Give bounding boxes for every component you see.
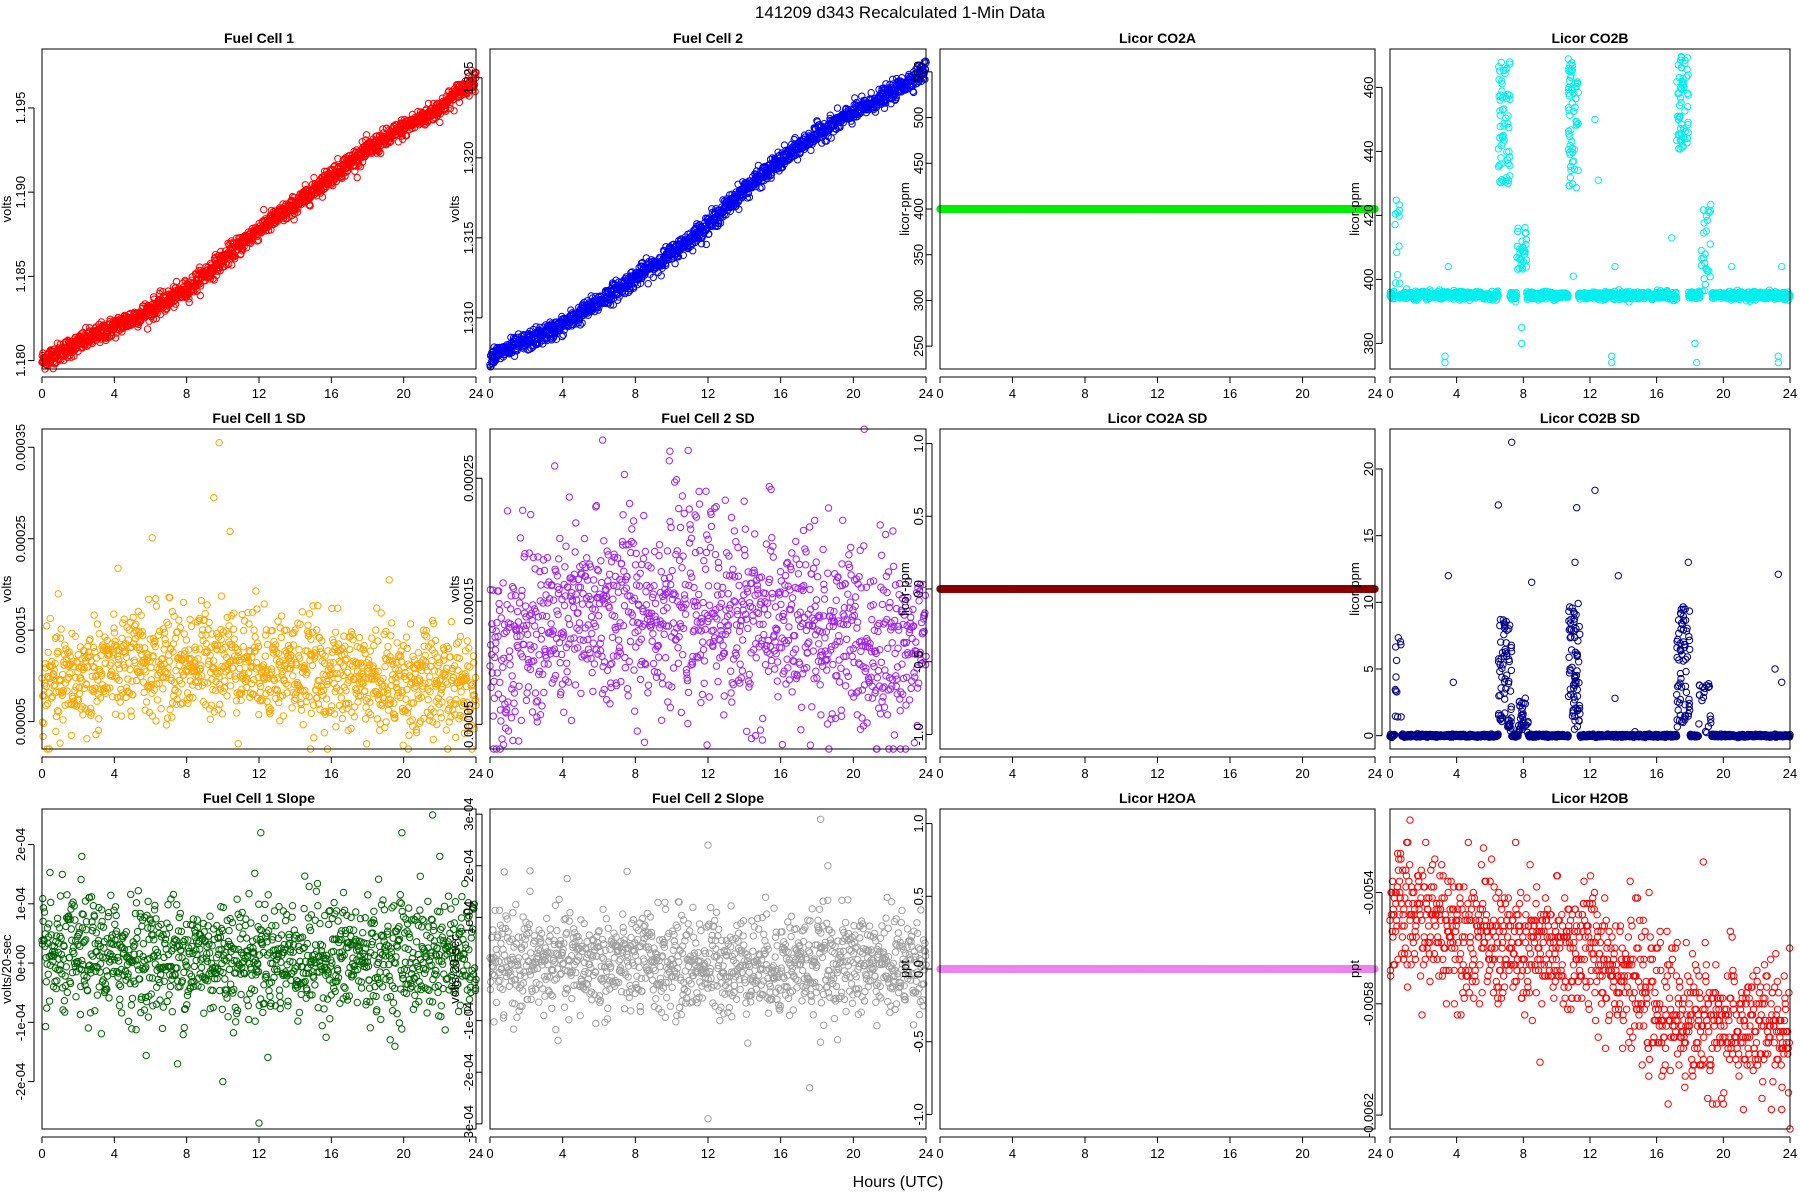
x-tick-label: 20 [846,386,860,401]
x-tick-label: 8 [632,386,639,401]
y-tick-label: 400 [911,198,926,220]
data-points [38,66,480,373]
y-tick-label: 1.325 [461,62,476,95]
data-point [185,295,193,303]
x-tick-label: 12 [701,386,715,401]
y-tick-label: 1.195 [13,92,28,125]
y-tick-label: 250 [911,335,926,357]
data-point [152,314,161,323]
x-tick-label: 24 [1368,386,1382,401]
y-axis-label: volts [447,195,462,222]
y-tick-label: 550 [911,61,926,83]
x-tick-label: 24 [919,386,933,401]
x-tick-label: 24 [469,386,483,401]
data-point [185,298,193,307]
x-tick-label: 8 [183,386,190,401]
data-point [118,328,126,336]
panel-title: Licor CO2B [1551,30,1628,46]
panel-fuel-cell-1: Fuel Cell 1 volts 0 4 8 12 16 20 24 1.180 1.185 1.1… [0,30,483,401]
x-tick-label: 0 [486,386,493,401]
x-tick-label: 4 [559,386,566,401]
panel-title: Fuel Cell 1 [224,30,294,46]
x-tick-label: 12 [1150,386,1164,401]
data-point [111,334,120,342]
figure-main-title: 141209 d343 Recalculated 1-Min Data [755,3,1046,22]
data-point [143,325,152,333]
panel-title: Fuel Cell 2 [673,30,743,46]
x-tick-label: 4 [111,386,118,401]
data-point [63,353,72,362]
y-tick-label: 1.310 [461,302,476,335]
data-point [171,300,180,308]
data-point [135,318,144,326]
x-tick-label: 8 [1081,386,1088,401]
y-tick-label: 1.185 [13,260,28,293]
y-tick-label: 1.320 [461,142,476,175]
x-tick-label: 0 [38,386,45,401]
figure-x-axis-label: Hours (UTC) [853,1174,944,1191]
y-tick-label: 1.315 [461,222,476,255]
y-axis-label: volts [0,195,14,222]
panel-grid: Fuel Cell 1 volts 0 4 8 12 16 20 24 1.180 1.185 1.1… [0,30,1797,1161]
y-tick-label: 300 [911,290,926,312]
y-tick-label: 350 [911,244,926,266]
y-tick-label: 500 [911,107,926,129]
x-tick-label: 0 [936,386,943,401]
panel-title: Licor CO2A [1119,30,1196,46]
data-point [206,275,215,283]
x-tick-label: 12 [252,386,266,401]
y-axis-label: licor-ppm [1347,182,1362,235]
x-tick-label: 16 [324,386,338,401]
data-point [51,360,59,368]
data-point [196,291,205,300]
y-axis-label: licor-ppm [897,182,912,235]
data-point [162,305,170,313]
data-point [149,315,158,323]
data-point [159,288,167,296]
x-tick-label: 16 [773,386,787,401]
data-point [212,271,221,280]
y-tick-label: 1.190 [13,176,28,209]
x-tick-label: 20 [396,386,410,401]
x-tick-label: 20 [1295,386,1309,401]
data-point [210,276,218,284]
data-points [936,205,1379,213]
x-tick-label: 16 [1223,386,1237,401]
x-tick-label: 4 [1009,386,1016,401]
y-tick-label: 1.180 [13,344,28,377]
data-point [145,317,153,325]
data-point [156,310,165,319]
y-tick-label: 450 [911,152,926,174]
